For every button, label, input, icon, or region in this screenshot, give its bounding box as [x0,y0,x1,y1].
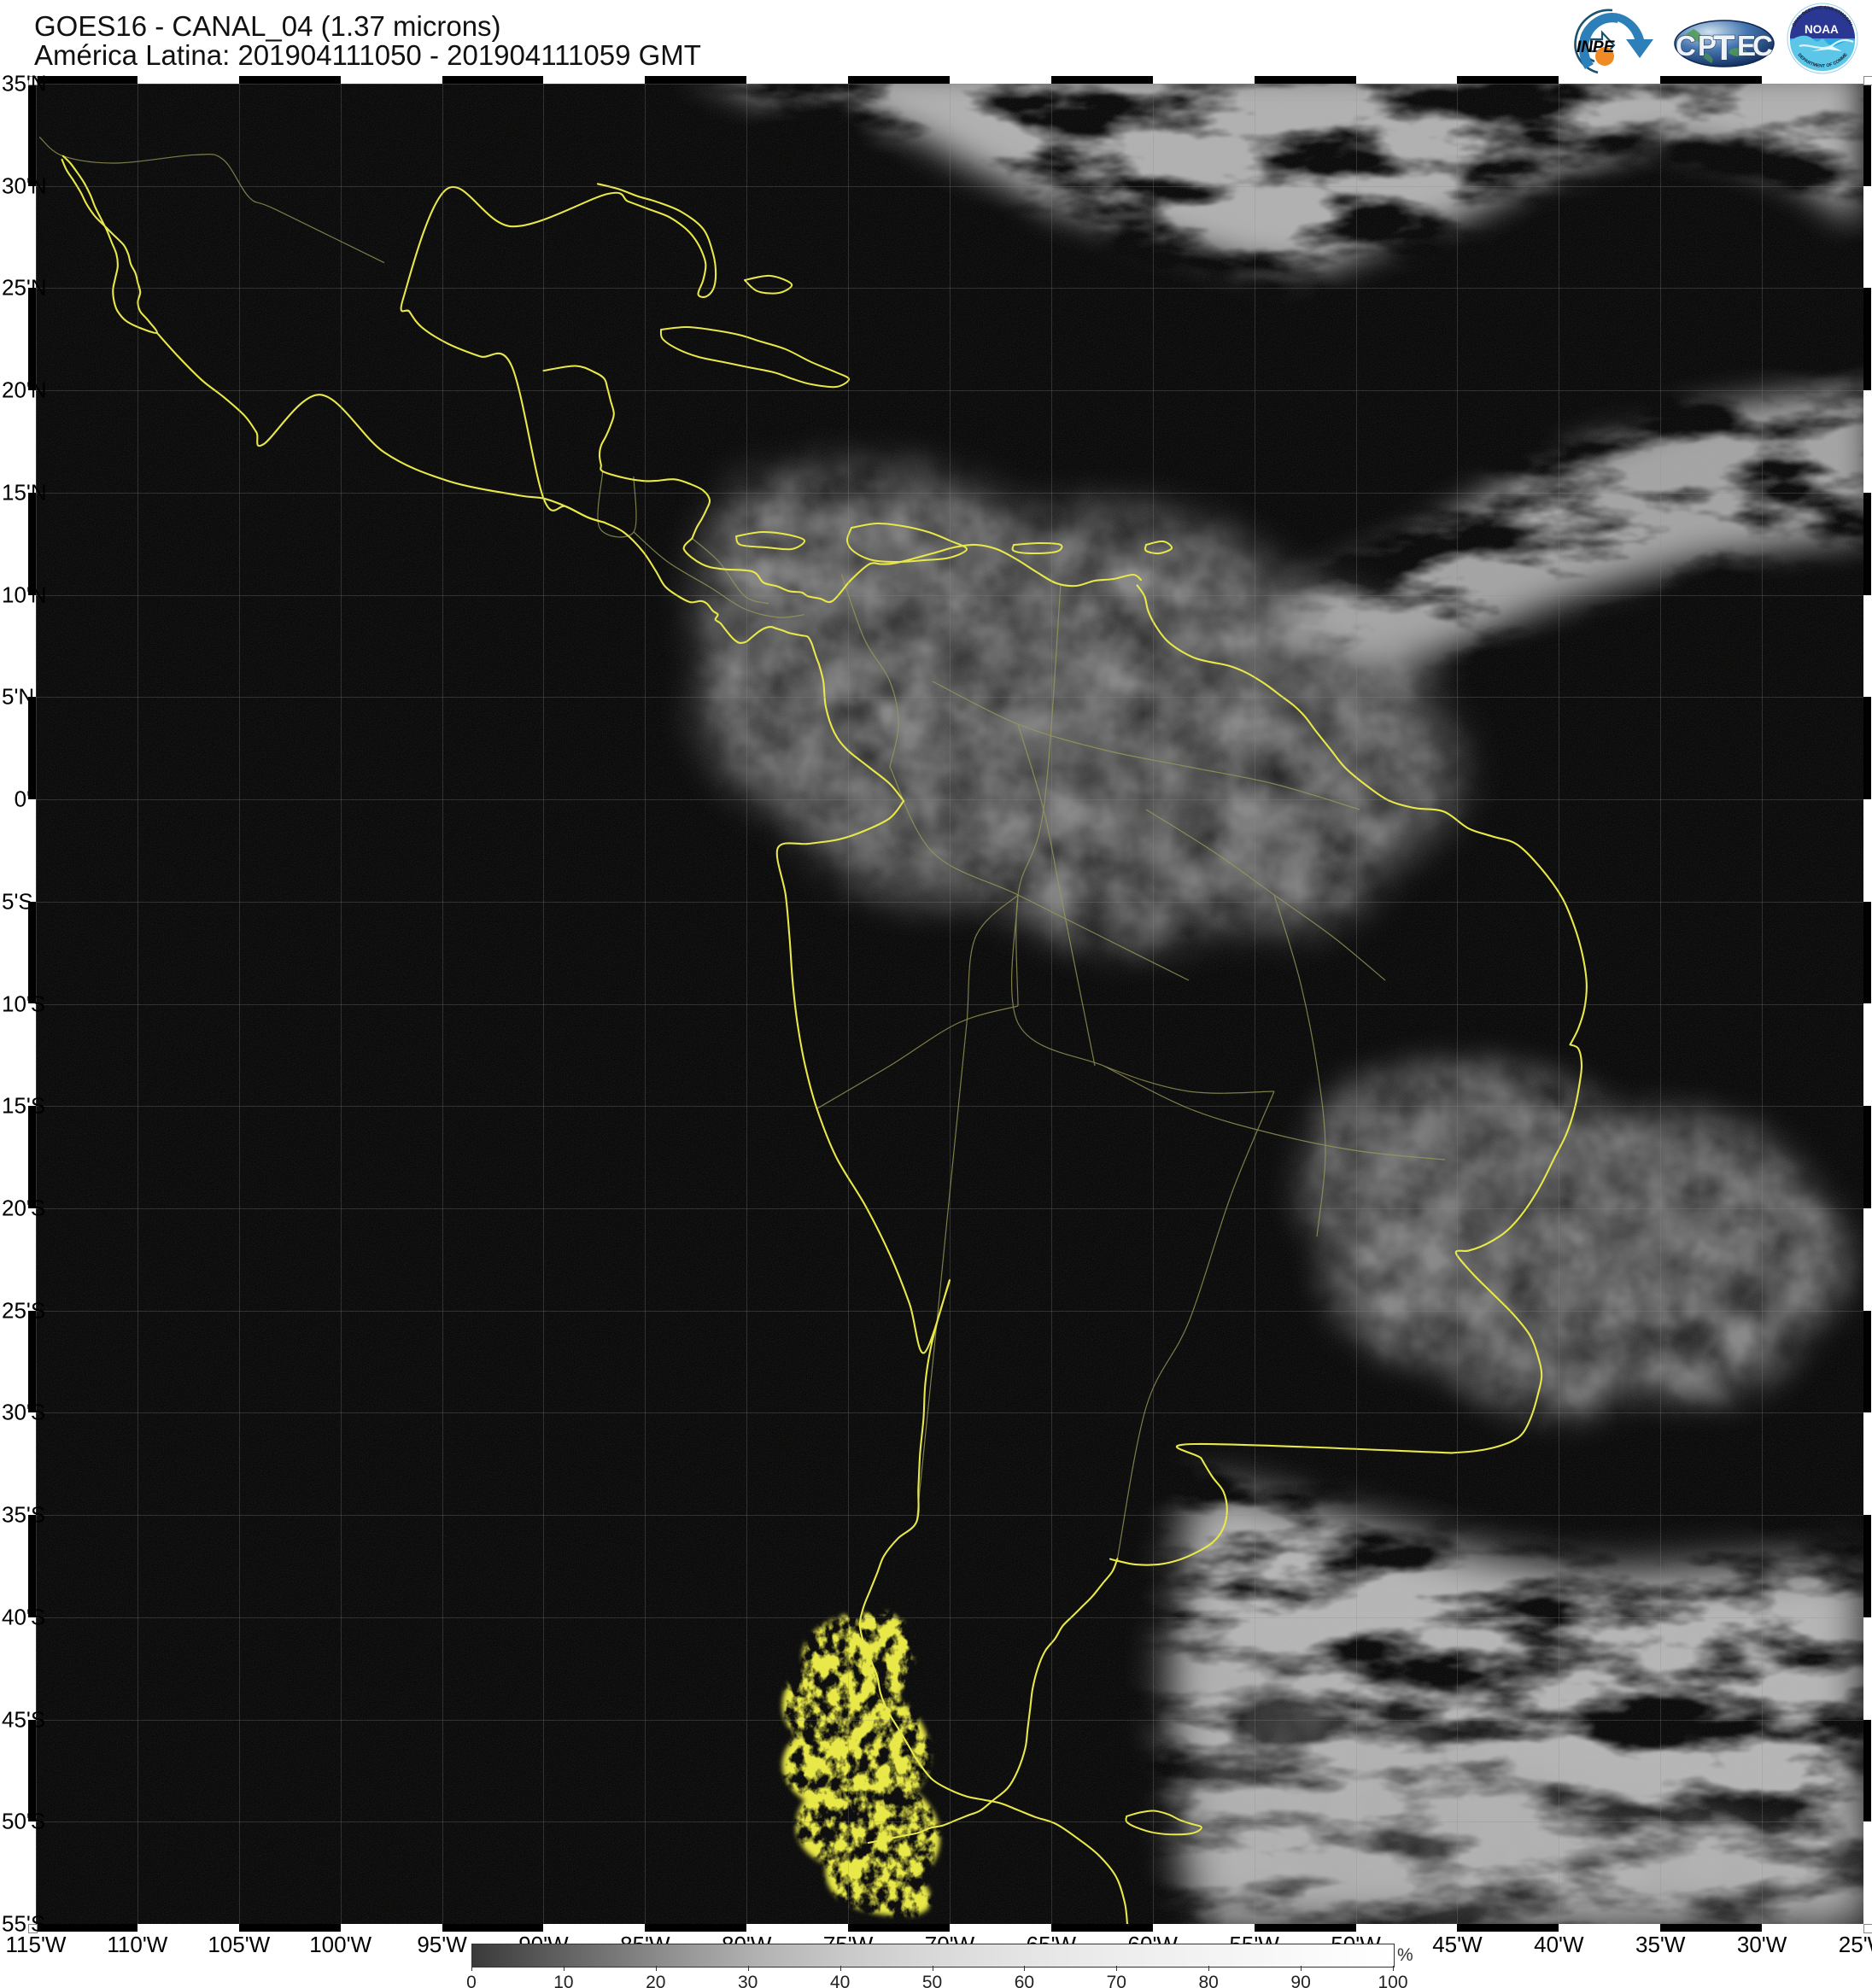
svg-text:C: C [1752,30,1773,61]
svg-text:INPE: INPE [1577,38,1616,56]
svg-text:C: C [1676,30,1696,61]
svg-text:NOAA: NOAA [1805,23,1839,36]
svg-text:T: T [1713,27,1735,67]
